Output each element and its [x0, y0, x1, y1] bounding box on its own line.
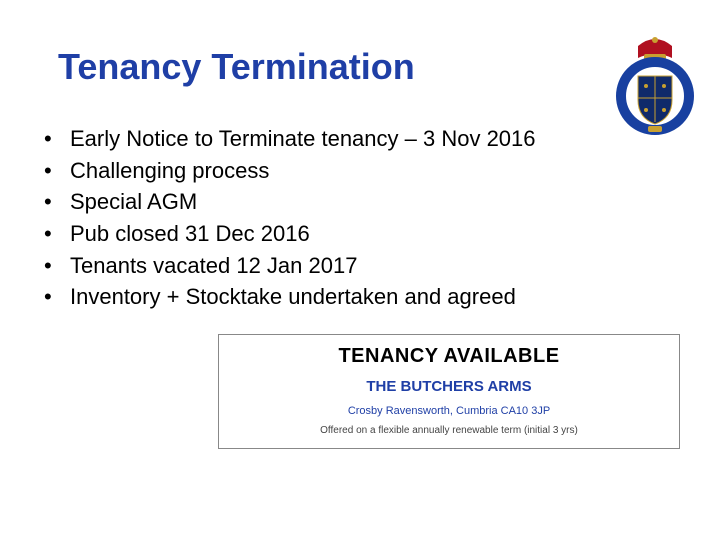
- list-item: Special AGM: [44, 187, 536, 217]
- list-item: Pub closed 31 Dec 2016: [44, 219, 536, 249]
- bullet-list: Early Notice to Terminate tenancy – 3 No…: [44, 124, 536, 314]
- list-item: Early Notice to Terminate tenancy – 3 No…: [44, 124, 536, 154]
- crest-icon: [614, 36, 696, 136]
- list-item: Challenging process: [44, 156, 536, 186]
- ad-subtitle: THE BUTCHERS ARMS: [231, 378, 667, 395]
- list-item: Tenants vacated 12 Jan 2017: [44, 251, 536, 281]
- list-item: Inventory + Stocktake undertaken and agr…: [44, 282, 536, 312]
- ad-terms: Offered on a flexible annually renewable…: [231, 425, 667, 436]
- ad-location: Crosby Ravensworth, Cumbria CA10 3JP: [231, 405, 667, 417]
- tenancy-ad: TENANCY AVAILABLE THE BUTCHERS ARMS Cros…: [218, 334, 680, 449]
- page-title: Tenancy Termination: [58, 46, 415, 88]
- ad-headline: TENANCY AVAILABLE: [231, 345, 667, 368]
